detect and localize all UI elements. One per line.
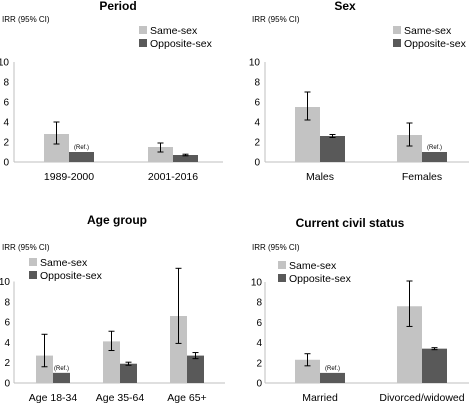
x-category-label: 2001-2016 (148, 171, 198, 183)
bar (148, 147, 173, 162)
chart-title: Age group (87, 213, 147, 227)
y-tick-label: 0 (3, 158, 9, 169)
chart-panel-2: Age group IRR (95% CI) 0 2 4 6 8 10 Age 18-34 Age… (0, 213, 225, 404)
legend-entry: Same-sex (40, 257, 88, 269)
bar (69, 152, 94, 162)
y-tick-label: 6 (4, 318, 10, 329)
y-axis-label: IRR (95% CI) (2, 243, 50, 252)
x-category-label: Divorced/widowed (379, 392, 464, 404)
y-tick-label: 4 (254, 118, 260, 129)
chart-title: Period (99, 0, 136, 13)
legend-swatch (278, 274, 286, 282)
bar (320, 136, 345, 162)
y-tick-label: 8 (256, 298, 262, 309)
legend-entry: Opposite-sex (40, 270, 103, 282)
bar (103, 341, 120, 383)
legend-swatch (29, 258, 37, 266)
bar (170, 316, 187, 383)
x-category-label: 1989-2000 (44, 171, 94, 183)
y-tick-label: 6 (254, 98, 260, 109)
y-tick-label: 10 (0, 58, 9, 69)
chart-panel-3: Current civil status IRR (95% CI) 0 2 4 6 8 10 M… (251, 216, 469, 404)
bar (295, 359, 320, 383)
y-tick-label: 4 (256, 338, 262, 349)
ref-annotation: (Ref.) (325, 366, 340, 372)
ref-annotation: (Ref.) (54, 366, 69, 372)
y-tick-label: 10 (249, 58, 261, 69)
y-axis-label: IRR (95% CI) (2, 15, 50, 24)
chart-panel-1: Sex IRR (95% CI) 0 2 4 6 8 10 Males Females (Ref.)… (249, 0, 469, 183)
x-category-label: Age 35-64 (96, 392, 145, 404)
x-category-label: Age 65+ (167, 392, 206, 404)
bar (53, 372, 70, 383)
legend-swatch (139, 26, 147, 34)
legend-swatch (393, 26, 401, 34)
legend-entry: Opposite-sex (404, 38, 467, 50)
chart-title: Sex (334, 0, 356, 13)
y-tick-label: 6 (256, 318, 262, 329)
bar (187, 355, 204, 383)
y-tick-label: 4 (3, 118, 9, 129)
bar (422, 152, 447, 162)
y-tick-label: 2 (254, 138, 260, 149)
x-category-label: Females (402, 171, 442, 183)
bar (422, 348, 447, 383)
legend-entry: Opposite-sex (289, 273, 352, 285)
y-tick-label: 8 (3, 78, 9, 89)
legend-swatch (393, 39, 401, 47)
legend-entry: Same-sex (289, 260, 337, 272)
ref-annotation: (Ref.) (427, 145, 442, 151)
y-tick-label: 8 (254, 78, 260, 89)
bar (320, 372, 345, 383)
legend-entry: Same-sex (150, 25, 198, 37)
x-category-label: Married (302, 392, 338, 404)
legend-swatch (29, 271, 37, 279)
y-tick-label: 10 (251, 278, 263, 289)
y-tick-label: 4 (4, 338, 10, 349)
ref-annotation: (Ref.) (74, 145, 89, 151)
y-axis-label: IRR (95% CI) (252, 15, 300, 24)
y-tick-label: 2 (4, 358, 10, 369)
bar (173, 155, 198, 162)
chart-panel-0: Period IRR (95% CI) 0 2 4 6 8 10 1989-2000 2001-2… (0, 0, 223, 183)
y-tick-label: 2 (256, 358, 262, 369)
y-tick-label: 6 (3, 98, 9, 109)
y-axis-label: IRR (95% CI) (252, 243, 300, 252)
y-tick-label: 0 (256, 379, 262, 390)
bar (120, 363, 137, 383)
y-tick-label: 0 (4, 379, 10, 390)
y-tick-label: 10 (0, 277, 10, 288)
legend-swatch (139, 39, 147, 47)
legend-entry: Same-sex (404, 25, 452, 37)
legend-swatch (278, 261, 286, 269)
y-tick-label: 2 (3, 138, 9, 149)
x-category-label: Males (306, 171, 334, 183)
chart-title: Current civil status (296, 216, 405, 230)
legend-entry: Opposite-sex (150, 38, 213, 50)
bar (36, 355, 53, 383)
x-category-label: Age 18-34 (29, 392, 78, 404)
y-tick-label: 0 (254, 158, 260, 169)
y-tick-label: 8 (4, 297, 10, 308)
